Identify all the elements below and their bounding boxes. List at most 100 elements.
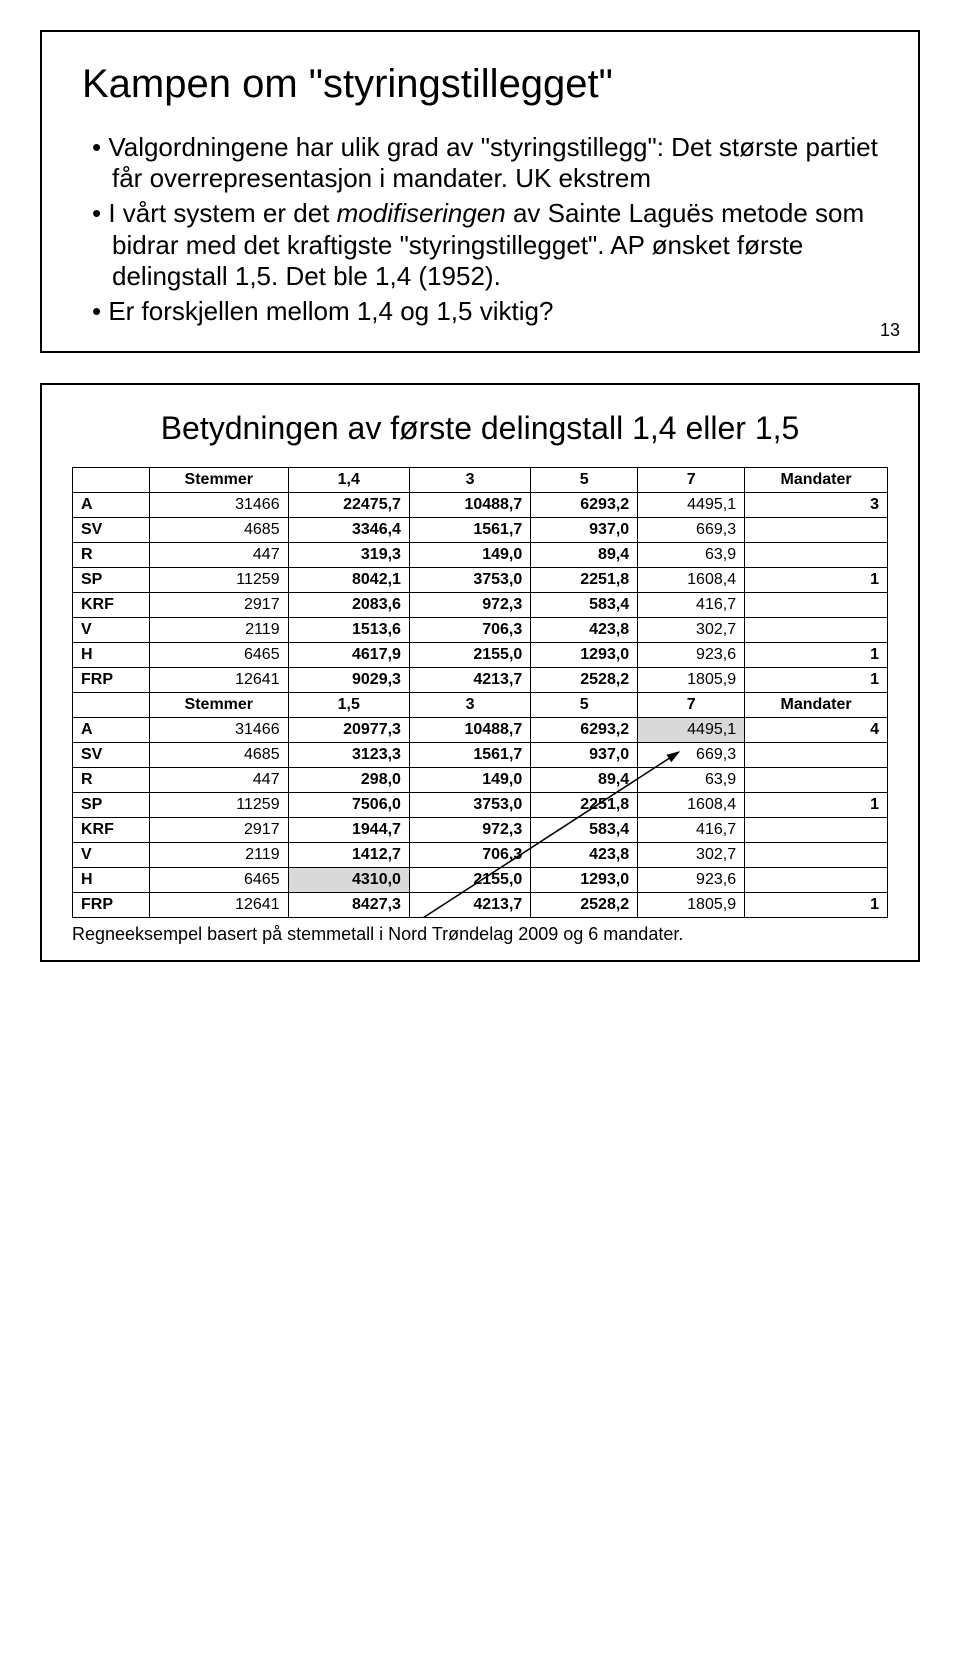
table-cell: 31466 xyxy=(150,718,289,743)
table-cell: 1561,7 xyxy=(409,518,530,543)
table-header-cell: Mandater xyxy=(745,693,888,718)
table-cell: SP xyxy=(73,568,150,593)
emphasis: modifiseringen xyxy=(337,198,506,228)
table-cell: 937,0 xyxy=(531,518,638,543)
table-cell: 1 xyxy=(745,643,888,668)
table-cell: R xyxy=(73,768,150,793)
table-cell: 669,3 xyxy=(638,518,745,543)
table-header-cell: 1,4 xyxy=(288,468,409,493)
table-cell: 2251,8 xyxy=(531,568,638,593)
table-cell xyxy=(745,743,888,768)
table-cell: SP xyxy=(73,793,150,818)
table-cell: KRF xyxy=(73,818,150,843)
slide-1: Kampen om "styringstillegget" Valgordnin… xyxy=(40,30,920,353)
table-cell xyxy=(745,518,888,543)
table-cell: 4 xyxy=(745,718,888,743)
table-cell: 319,3 xyxy=(288,543,409,568)
table-row: V21191513,6706,3423,8302,7 xyxy=(73,618,888,643)
table-header-cell: Stemmer xyxy=(150,693,289,718)
table-cell: 63,9 xyxy=(638,768,745,793)
table-row: KRF29172083,6972,3583,4416,7 xyxy=(73,593,888,618)
table-cell: 4617,9 xyxy=(288,643,409,668)
table-cell: SV xyxy=(73,518,150,543)
table-cell: 1 xyxy=(745,568,888,593)
table-header-cell xyxy=(73,468,150,493)
table-cell: 1293,0 xyxy=(531,643,638,668)
table-cell: 9029,3 xyxy=(288,668,409,693)
table-cell: 4685 xyxy=(150,518,289,543)
table-cell: 6465 xyxy=(150,643,289,668)
table-cell: 2155,0 xyxy=(409,643,530,668)
bullet-item: Valgordningene har ulik grad av "styring… xyxy=(92,132,878,194)
table-cell xyxy=(745,818,888,843)
footnote: Regneeksempel basert på stemmetall i Nor… xyxy=(72,924,888,945)
table-header-cell: 7 xyxy=(638,468,745,493)
table-cell: A xyxy=(73,718,150,743)
table-cell: V xyxy=(73,843,150,868)
table-row: SP112597506,03753,02251,81608,41 xyxy=(73,793,888,818)
table-cell: 1608,4 xyxy=(638,568,745,593)
table-cell: 1944,7 xyxy=(288,818,409,843)
table-cell: 1293,0 xyxy=(531,868,638,893)
page-number: 13 xyxy=(880,320,900,341)
table-cell: 6293,2 xyxy=(531,493,638,518)
table-cell: 972,3 xyxy=(409,818,530,843)
table-cell: 31466 xyxy=(150,493,289,518)
table-header-cell: Stemmer xyxy=(150,468,289,493)
table-cell: V xyxy=(73,618,150,643)
table-cell: 149,0 xyxy=(409,768,530,793)
table-cell: 669,3 xyxy=(638,743,745,768)
table-header-cell: 7 xyxy=(638,693,745,718)
table-cell: 4495,1 xyxy=(638,493,745,518)
table-row: H64654310,02155,01293,0923,6 xyxy=(73,868,888,893)
table-cell: 22475,7 xyxy=(288,493,409,518)
table-cell: 416,7 xyxy=(638,593,745,618)
table-row: A3146620977,310488,76293,24495,14 xyxy=(73,718,888,743)
table-cell: 3753,0 xyxy=(409,568,530,593)
table-cell xyxy=(745,543,888,568)
table-header-row: Stemmer1,4357Mandater xyxy=(73,468,888,493)
table-cell: 923,6 xyxy=(638,643,745,668)
table-header-cell: 5 xyxy=(531,693,638,718)
table-cell: 63,9 xyxy=(638,543,745,568)
table-cell: 2917 xyxy=(150,818,289,843)
table-cell: 1805,9 xyxy=(638,668,745,693)
delingstall-table: Stemmer1,4357MandaterA3146622475,710488,… xyxy=(72,467,888,918)
table-header-row: Stemmer1,5357Mandater xyxy=(73,693,888,718)
table-cell: 1 xyxy=(745,668,888,693)
table-cell: 4310,0 xyxy=(288,868,409,893)
table-cell: 10488,7 xyxy=(409,718,530,743)
table-row: SV46853346,41561,7937,0669,3 xyxy=(73,518,888,543)
table-cell: 12641 xyxy=(150,668,289,693)
table-header-cell: 3 xyxy=(409,468,530,493)
table-row: A3146622475,710488,76293,24495,13 xyxy=(73,493,888,518)
table-header-cell: 3 xyxy=(409,693,530,718)
table-cell: 2528,2 xyxy=(531,668,638,693)
table-wrapper: Stemmer1,4357MandaterA3146622475,710488,… xyxy=(72,467,888,918)
table-cell: 1805,9 xyxy=(638,893,745,918)
table-cell: 11259 xyxy=(150,568,289,593)
table-cell: 3753,0 xyxy=(409,793,530,818)
table-cell: 4213,7 xyxy=(409,893,530,918)
table-cell: 1608,4 xyxy=(638,793,745,818)
table-cell: 937,0 xyxy=(531,743,638,768)
table-cell: 6293,2 xyxy=(531,718,638,743)
table-cell: 583,4 xyxy=(531,593,638,618)
table-cell: 923,6 xyxy=(638,868,745,893)
table-cell: 10488,7 xyxy=(409,493,530,518)
table-cell xyxy=(745,618,888,643)
table-row: H64654617,92155,01293,0923,61 xyxy=(73,643,888,668)
table-cell: 149,0 xyxy=(409,543,530,568)
table-cell: 298,0 xyxy=(288,768,409,793)
table-cell: 1 xyxy=(745,793,888,818)
table-cell: 302,7 xyxy=(638,843,745,868)
table-cell: 12641 xyxy=(150,893,289,918)
table-cell xyxy=(745,593,888,618)
table-row: SP112598042,13753,02251,81608,41 xyxy=(73,568,888,593)
table-cell: 447 xyxy=(150,543,289,568)
table-cell: 2251,8 xyxy=(531,793,638,818)
table-cell: FRP xyxy=(73,668,150,693)
table-cell: 302,7 xyxy=(638,618,745,643)
table-cell: 2119 xyxy=(150,618,289,643)
table-cell: 706,3 xyxy=(409,843,530,868)
